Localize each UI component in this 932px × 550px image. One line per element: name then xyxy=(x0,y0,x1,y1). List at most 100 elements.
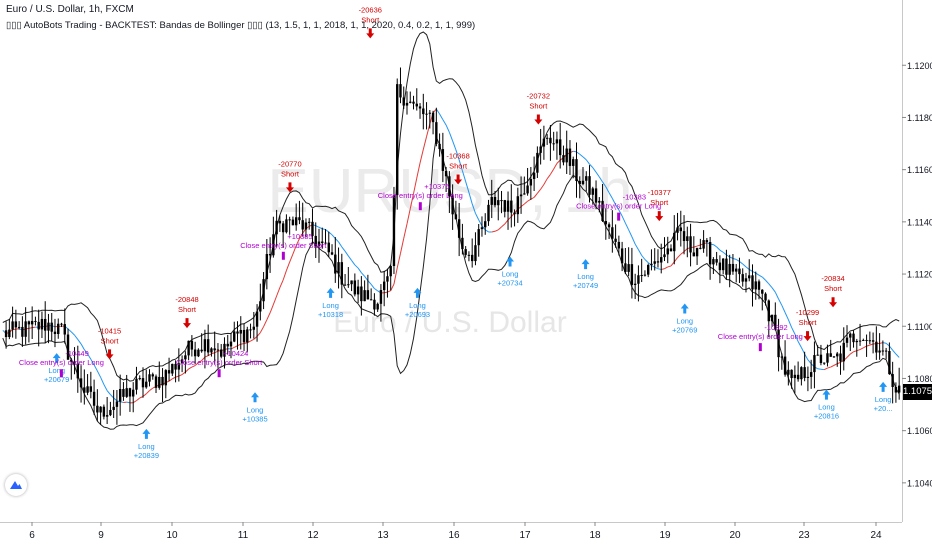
candle-body xyxy=(620,248,624,264)
long-label: Long xyxy=(875,395,892,404)
basis-segment xyxy=(474,213,480,221)
close-profit: -10392 xyxy=(764,323,787,332)
signal-long: Long+20734 xyxy=(497,256,523,288)
candle-body xyxy=(457,219,461,238)
signal-close: Close entry(s) order Long-10392 xyxy=(718,323,803,352)
basis-segment xyxy=(250,338,255,342)
basis-segment xyxy=(748,269,753,272)
candle-body xyxy=(4,330,8,338)
basis-segment xyxy=(641,255,646,260)
candle-body xyxy=(405,102,409,106)
candle-body xyxy=(17,326,21,328)
time-tick-label: 16 xyxy=(448,530,460,541)
candle-body xyxy=(418,106,422,109)
basis-segment xyxy=(735,258,740,262)
basis-segment xyxy=(664,266,668,270)
short-arrow-icon xyxy=(366,28,375,39)
basis-segment xyxy=(771,287,776,293)
short-profit: -10415 xyxy=(98,326,121,335)
candle-body xyxy=(451,196,454,215)
candle-body xyxy=(591,188,594,195)
candle-body xyxy=(484,221,487,228)
signal-short: Short-20636 xyxy=(359,5,382,39)
basis-segment xyxy=(432,108,437,114)
candle-body xyxy=(197,349,200,357)
basis-segment xyxy=(833,363,838,366)
long-label: Long xyxy=(247,405,264,414)
candle-body xyxy=(454,214,458,220)
candle-body xyxy=(549,137,552,144)
candle-body xyxy=(262,279,265,302)
signal-long: Long+10385 xyxy=(242,392,268,423)
signal-long: Long+20693 xyxy=(405,287,430,319)
candle-body xyxy=(376,303,379,310)
candle-body xyxy=(402,97,405,106)
basis-segment xyxy=(461,170,467,182)
candle-body xyxy=(115,401,119,407)
time-axis[interactable]: 6 9 10 11 12 13 16 17 18 19 20 23 24 xyxy=(29,522,882,541)
basis-segment xyxy=(618,209,623,217)
candle-body xyxy=(878,350,881,353)
basis-segment xyxy=(673,257,678,263)
long-arrow-icon xyxy=(326,287,335,298)
basis-segment xyxy=(204,355,209,358)
short-label: Short xyxy=(449,162,468,171)
indicator-title[interactable]: ▯▯▯ AutoBots Trading - BACKTEST: Bandas … xyxy=(6,20,476,31)
basis-segment xyxy=(93,364,98,372)
signal-close: Close entry(s) order Long+10375 xyxy=(378,182,463,211)
candle-body xyxy=(337,262,340,274)
basis-segment xyxy=(452,140,457,151)
candle-body xyxy=(99,406,102,413)
candle-body xyxy=(836,353,839,357)
candle-body xyxy=(858,340,862,342)
candle-body xyxy=(288,219,291,221)
basis-segment xyxy=(765,279,770,285)
basis-segment xyxy=(120,401,124,403)
candle-body xyxy=(392,195,396,267)
basis-segment xyxy=(266,312,271,320)
candle-body xyxy=(780,356,784,358)
signal-long: Long+20839 xyxy=(134,428,159,460)
candle-body xyxy=(819,354,823,364)
candle-body xyxy=(220,349,223,357)
basis-segment xyxy=(354,264,359,269)
long-profit: +20839 xyxy=(134,451,159,460)
short-label: Short xyxy=(281,169,300,178)
basis-segment xyxy=(276,287,281,297)
candle-body xyxy=(242,329,246,343)
basis-segment xyxy=(608,192,613,199)
basis-segment xyxy=(895,353,900,358)
basis-segment xyxy=(579,153,584,158)
candle-body xyxy=(500,200,503,202)
close-marker-icon xyxy=(617,212,621,221)
candle-body xyxy=(731,263,735,272)
candle-body xyxy=(275,220,278,235)
price-tick-label: 1.10400 xyxy=(907,478,932,488)
price-axis[interactable]: 1.12000 1.11800 1.11600 1.11400 1.11200 1.110… xyxy=(902,61,932,489)
long-profit: +20... xyxy=(874,404,893,413)
signal-short: Short-20848 xyxy=(175,295,199,329)
basis-segment xyxy=(70,331,75,336)
basis-segment xyxy=(546,174,551,180)
candle-body xyxy=(585,176,588,181)
signal-close: Close entry(s) order Long-10383 xyxy=(576,193,661,221)
basis-segment xyxy=(637,249,643,256)
candle-body xyxy=(438,143,441,150)
time-tick-label: 20 xyxy=(729,530,741,541)
basis-segment xyxy=(132,400,137,404)
tradingview-logo-icon[interactable] xyxy=(5,474,27,496)
basis-segment xyxy=(87,353,92,360)
candle-body xyxy=(865,339,868,341)
candle-body xyxy=(428,112,432,114)
candle-body xyxy=(298,217,301,221)
basis-segment xyxy=(507,216,512,221)
basis-segment xyxy=(556,159,561,164)
candle-body xyxy=(311,221,314,236)
basis-segment xyxy=(328,231,333,236)
basis-segment xyxy=(722,251,727,256)
candle-body xyxy=(233,331,236,342)
long-label: Long xyxy=(577,272,594,281)
candle-body xyxy=(148,374,151,382)
candle-body xyxy=(174,363,177,370)
